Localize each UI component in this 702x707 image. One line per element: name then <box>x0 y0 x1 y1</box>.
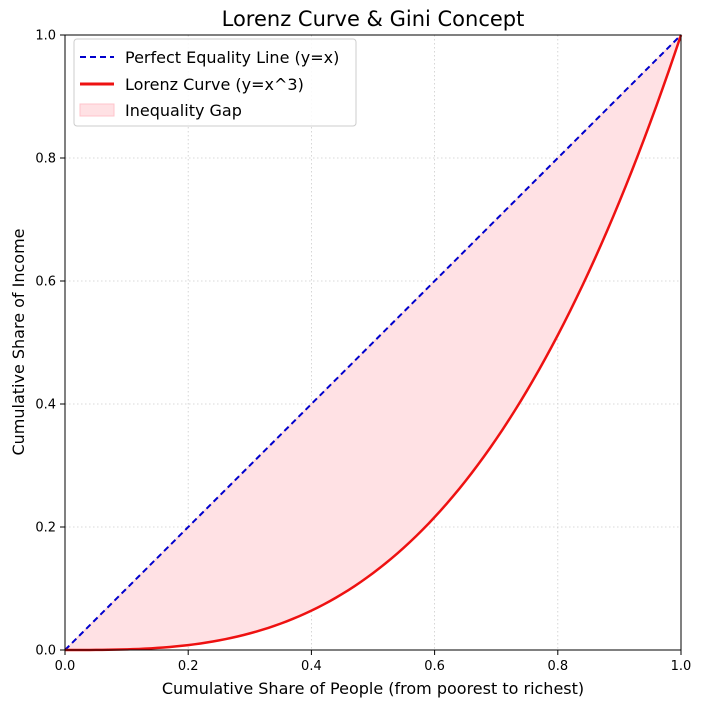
x-tick-label: 0.6 <box>424 659 445 674</box>
y-tick-label: 1.0 <box>35 29 56 44</box>
legend-label-equality: Perfect Equality Line (y=x) <box>125 48 339 67</box>
y-tick-label: 0.6 <box>35 275 56 290</box>
y-axis-title: Cumulative Share of Income <box>9 228 28 455</box>
legend-label-gap: Inequality Gap <box>125 101 242 120</box>
plot-frame <box>64 34 682 651</box>
y-tick-label: 0.4 <box>35 398 56 413</box>
y-tick-label: 0.0 <box>35 644 56 659</box>
lorenz-curve-line <box>64 34 683 652</box>
legend-label-lorenz: Lorenz Curve (y=x^3) <box>125 75 304 94</box>
x-tick-label: 0.2 <box>178 659 199 674</box>
legend: Perfect Equality Line (y=x) Lorenz Curve… <box>73 38 357 127</box>
equality-line <box>64 34 682 651</box>
series-lines <box>64 34 683 652</box>
x-tick-label: 0.8 <box>547 659 568 674</box>
x-tick-label: 0.0 <box>55 659 76 674</box>
x-tick-label: 0.4 <box>301 659 322 674</box>
x-axis-title: Cumulative Share of People (from poorest… <box>162 679 584 698</box>
y-tick-label: 0.8 <box>35 152 56 167</box>
y-tick-label: 0.2 <box>35 521 56 536</box>
x-tick-label: 1.0 <box>671 659 692 674</box>
legend-box <box>73 38 357 127</box>
legend-swatch-gap <box>79 103 115 117</box>
axis-ticks: 0.0 0.2 0.4 0.6 0.8 1.0 0.0 0.2 0.4 0.6 0.8 1.0 <box>35 29 691 675</box>
chart-title: Lorenz Curve & Gini Concept <box>222 7 525 31</box>
